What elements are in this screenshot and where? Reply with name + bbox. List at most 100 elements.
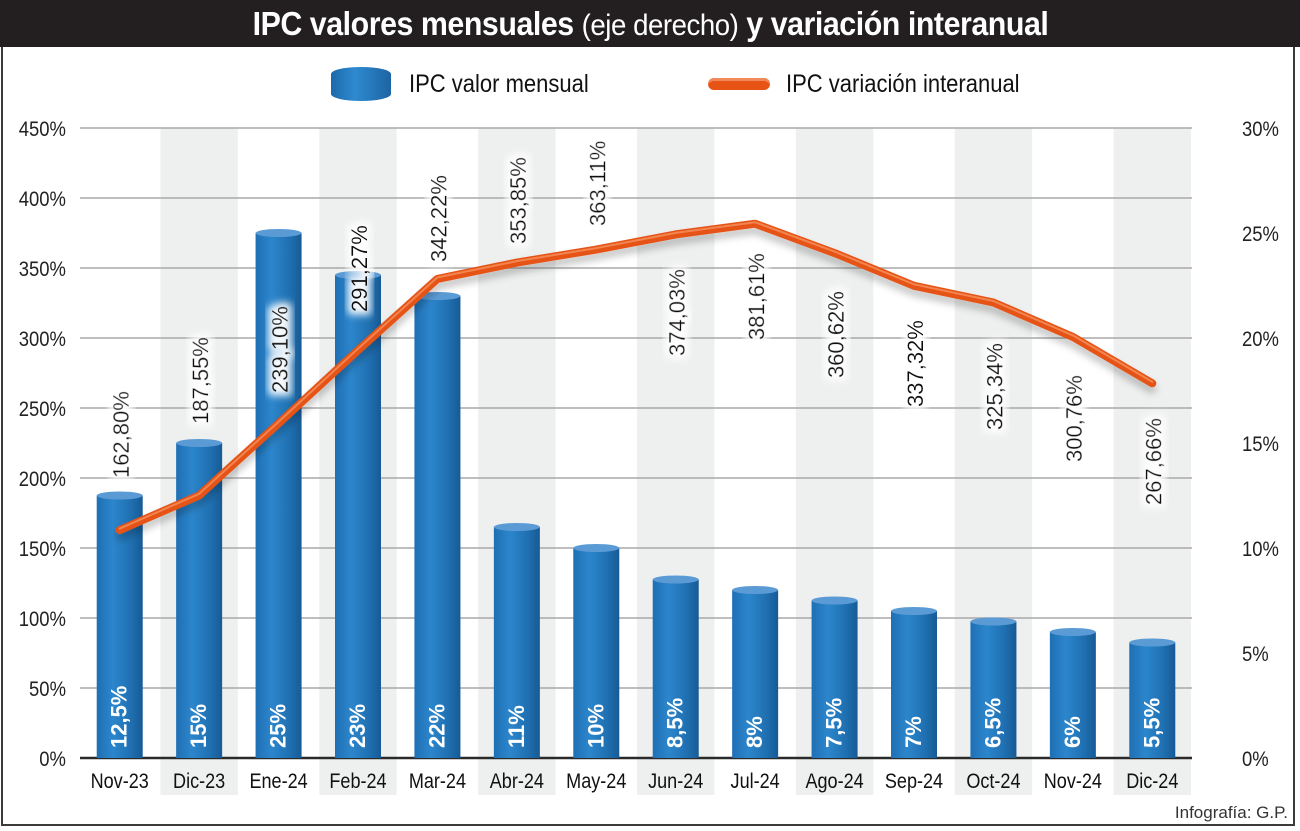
bar-data-label: 12,5% [107,686,132,748]
bar-body [414,296,461,758]
bar: 7,5% [811,596,858,758]
x-axis: Nov-23 Dic-23 Ene-24 Feb-24 Mar-24 Abr-24 May-… [91,770,1179,794]
x-axis-tick-label: Feb-24 [329,770,386,794]
x-axis-tick-label: Ene-24 [249,770,307,794]
left-axis-tick-label: 50% [29,678,66,701]
bar: 8% [732,586,779,758]
bar-body [811,600,858,758]
bar-series: 12,5% 15% 25% 23% 22% 11% 10% 8,5% 8% 7,5% 7% 6,5% 6… [96,229,1176,758]
bar-cap [96,491,143,500]
left-axis: 0% 50% 100% 150% 200% 250% 300% 350% 400% 450% [19,118,66,771]
right-axis: 0% 5% 10% 15% 20% 25% 30% [1242,118,1279,771]
bar-data-label: 6% [1060,716,1085,748]
x-axis-tick-label: Oct-24 [966,770,1020,794]
legend-bar-label: IPC valor mensual [409,69,589,98]
x-axis-tick-label: Nov-24 [1044,770,1102,794]
left-axis-tick-label: 350% [19,258,66,281]
x-axis-tick-label: Nov-23 [91,770,149,794]
bar-swatch-icon [331,67,391,101]
chart-title: IPC valores mensuales (eje derecho) y va… [252,5,1048,43]
bar: 15% [176,439,223,758]
line-data-labels: 162,80% 187,55% 239,10% 291,27% 342,22% 353,8… [109,141,1167,505]
line-path [115,219,1157,535]
bar-data-label: 5,5% [1139,698,1164,748]
bar-data-label: 8% [742,716,767,748]
bar: 25% [255,229,302,758]
bar-body [1129,642,1176,758]
right-axis-tick-label: 5% [1242,643,1269,666]
x-axis-tick-label: Mar-24 [409,770,466,794]
line-data-label: 363,11% [585,141,610,226]
bar: 6% [1049,628,1096,758]
legend-line-label: IPC variación interanual [786,69,1020,98]
bar: 5,5% [1129,638,1176,758]
right-axis-tick-label: 0% [1242,748,1269,771]
bar-data-label: 11% [504,705,529,748]
line-swatch-icon [708,78,770,90]
right-axis-tick-label: 20% [1242,328,1279,351]
x-axis-tick-label: Ago-24 [805,770,863,794]
x-axis-tick-label: Dic-23 [173,770,225,794]
left-axis-tick-label: 300% [19,328,66,351]
title-part-main: IPC valores mensuales [252,4,574,42]
bar: 11% [493,523,540,758]
bar-cap [732,586,779,594]
bar-cap [652,575,699,584]
bar-cap [1049,628,1096,636]
left-axis-tick-label: 450% [19,118,66,141]
bar-body [970,621,1017,758]
line-data-label: 239,10% [268,306,293,393]
bar-data-label: 10% [583,704,608,748]
bar-data-label: 23% [345,704,370,748]
left-axis-tick-label: 0% [39,748,66,771]
line-data-label: 381,61% [744,253,769,340]
bar-body [255,233,302,758]
line-data-label: 162,80% [109,391,134,478]
bar: 23% [335,271,381,758]
bar-cap [811,596,858,605]
line-data-label: 187,55% [188,337,213,424]
x-axis-tick-label: May-24 [566,770,626,794]
bar: 8,5% [652,575,699,758]
bar-cap [255,229,302,237]
bar: 22% [414,292,461,758]
x-axis-tick-label: Jul-24 [731,770,780,794]
bar-body [96,495,143,758]
line-series [115,219,1157,535]
bar: 12,5% [96,491,143,758]
bar-body [891,611,937,758]
line-data-label: 337,32% [903,320,928,407]
bar-body [1049,632,1096,758]
right-axis-tick-label: 30% [1242,118,1279,141]
bar: 7% [891,607,937,758]
bar-cap [176,439,223,447]
bar: 10% [573,544,620,758]
bar-data-label: 6,5% [980,698,1005,748]
bar-data-label: 7,5% [822,698,847,748]
left-axis-tick-label: 200% [19,468,66,491]
bar-data-label: 15% [186,704,211,748]
bar-body [652,579,699,758]
line-data-label: 353,85% [506,157,531,244]
right-axis-tick-label: 10% [1242,538,1279,561]
bar-cap [493,523,540,531]
right-axis-tick-label: 15% [1242,433,1279,456]
credit-text: Infografía: G.P. [1174,803,1288,822]
line-data-label: 360,62% [824,291,849,378]
line-data-label: 374,03% [665,269,690,356]
bar: 6,5% [970,617,1017,758]
left-axis-tick-label: 100% [19,608,66,631]
bar-cap [573,544,620,552]
left-axis-tick-label: 150% [19,538,66,561]
right-axis-tick-label: 25% [1242,223,1279,246]
bar-body [573,548,620,758]
legend-item-line: IPC variación interanual [708,64,1051,104]
title-part-variation: y variación interanual [745,4,1049,42]
legend-item-bar: IPC valor mensual [331,64,613,104]
bar-data-label: 7% [901,716,926,748]
bar-cap [335,271,381,279]
line-data-label: 291,27% [347,225,372,312]
bar-cap [1129,638,1176,647]
title-bar: IPC valores mensuales (eje derecho) y va… [0,0,1300,47]
